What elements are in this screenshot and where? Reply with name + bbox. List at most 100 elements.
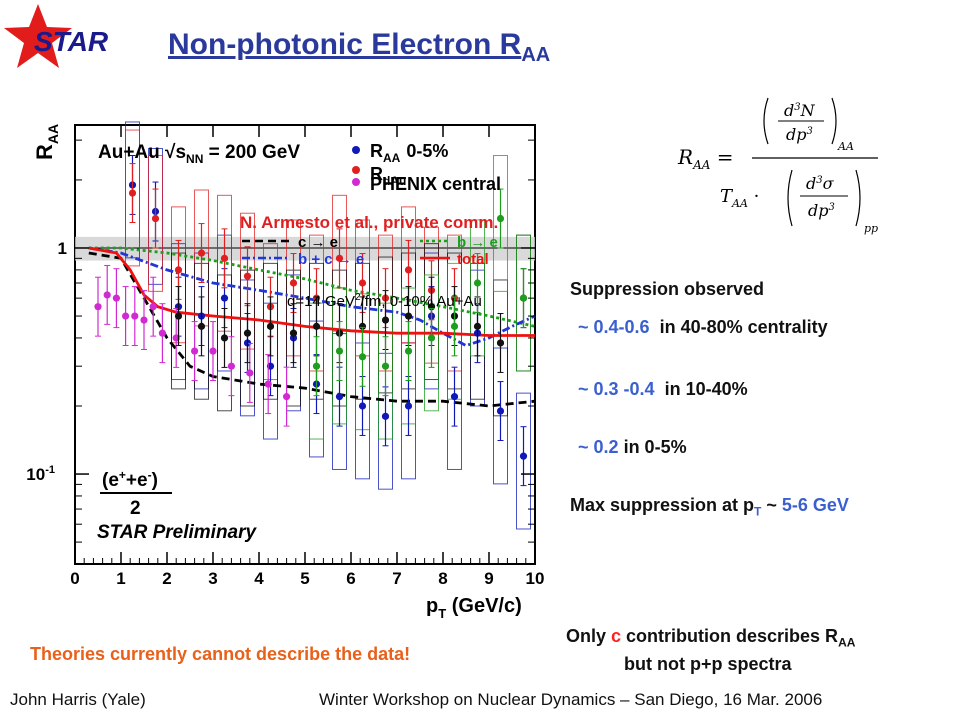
x-tick-label: 9: [484, 569, 493, 588]
data-point: [128, 189, 137, 197]
svg-text:dp3: dp3: [786, 125, 813, 144]
data-points-layer: [94, 155, 528, 487]
data-point: [335, 393, 344, 401]
data-point: [450, 322, 459, 330]
data-point: [220, 254, 229, 262]
system-label: Au+Au √sNN = 200 GeV: [98, 142, 300, 166]
data-point: [151, 214, 160, 223]
data-point: [404, 312, 413, 320]
syst-box: [148, 155, 163, 292]
theories-note: Theories currently cannot describe the d…: [30, 644, 411, 664]
suppression-line-2: ~ 0.3 -0.4 in 10-40%: [578, 379, 748, 399]
data-point: [283, 393, 291, 401]
data-point: [220, 334, 229, 342]
data-point: [197, 322, 206, 330]
syst-box: [516, 392, 531, 530]
star-preliminary-label: STAR Preliminary: [97, 522, 258, 543]
data-point: [191, 347, 199, 355]
data-point: [496, 339, 505, 347]
ratio-label: (e++e-) 2: [96, 458, 178, 519]
theory-curve: [88, 246, 536, 328]
theory-reference: N. Armesto et al., private comm.: [240, 213, 498, 232]
legend-marker-raa: [352, 146, 360, 154]
x-axis-label: pT (GeV/c): [426, 595, 522, 620]
data-point: [312, 362, 321, 370]
data-point: [381, 412, 390, 420]
data-point: [103, 291, 111, 299]
legend-label-rdau: RdAu: [370, 164, 406, 188]
data-point: [174, 312, 183, 320]
suppression-heading: Suppression observed: [570, 279, 765, 299]
data-point: [266, 322, 275, 330]
svg-text:RAA =: RAA =: [677, 145, 734, 172]
legend: RAA 0-5% RdAu PHENIX central: [352, 141, 501, 194]
theory-curves-layer: [88, 246, 536, 408]
x-tick-label: 10: [526, 569, 545, 588]
x-tick-label: 6: [346, 569, 355, 588]
svg-text:d3N: d3N: [784, 101, 816, 120]
axes-layer: 0 1 2 3 4 5 6 7 8 9 10 1 10-1: [26, 125, 544, 588]
syst-box: [263, 262, 278, 400]
legend-label-bc: b + c → e: [298, 251, 364, 268]
x-tick-label: 8: [438, 569, 447, 588]
theory-band: [75, 236, 535, 261]
data-point: [473, 279, 482, 287]
data-point: [94, 303, 102, 311]
theory-curve: [88, 251, 536, 408]
data-point: [243, 329, 252, 337]
data-point: [358, 279, 367, 287]
footer-event: Winter Workshop on Nuclear Dynamics – Sa…: [319, 690, 823, 709]
data-point: [112, 294, 120, 302]
data-point: [140, 316, 148, 324]
x-tick-label: 3: [208, 569, 217, 588]
footer-author: John Harris (Yale): [10, 690, 146, 709]
x-tick-label: 1: [116, 569, 125, 588]
data-point: [243, 272, 252, 280]
data-point: [450, 393, 459, 401]
svg-text:TAA ·: TAA ·: [720, 186, 759, 210]
data-point: [335, 347, 344, 355]
data-point: [381, 316, 390, 324]
star-logo-icon: [4, 4, 72, 68]
data-point: [496, 214, 505, 223]
x-tick-label: 5: [300, 569, 309, 588]
data-point: [227, 362, 235, 370]
data-point: [312, 322, 321, 330]
raa-chart: 0 1 2 3 4 5 6 7 8 9 10 1 10-1 RAA pT (GeV/c) Au+Au √…: [26, 121, 544, 620]
legend-label-phenix: PHENIX central: [370, 174, 501, 194]
suppression-line-1: ~ 0.4-0.6 in 40-80% centrality: [578, 317, 828, 337]
syst-box: [516, 234, 531, 372]
data-point: [220, 294, 229, 302]
data-point: [496, 407, 505, 415]
theory-band-layer: [75, 236, 535, 261]
data-point: [174, 266, 183, 274]
data-point: [381, 362, 390, 370]
y-tick-label: 10-1: [26, 464, 55, 484]
data-point: [264, 380, 272, 388]
data-point: [358, 322, 367, 330]
data-point: [519, 294, 528, 302]
svg-text:pp: pp: [864, 222, 878, 235]
svg-text:AA: AA: [837, 140, 854, 153]
data-point: [289, 279, 298, 287]
data-point: [358, 402, 367, 410]
syst-box: [493, 155, 508, 292]
data-point: [404, 266, 413, 274]
raa-formula: RAA = d3N dp3 AA TAA · d3σ dp3 pp: [677, 97, 878, 235]
star-logo-text: STAR: [34, 26, 109, 57]
svg-text:2: 2: [130, 498, 141, 519]
data-point: [473, 322, 482, 330]
y-tick-label: 1: [58, 239, 67, 258]
legend-label-total: total: [457, 251, 489, 268]
data-point: [209, 347, 217, 355]
data-point: [246, 369, 254, 377]
legend-label-c: c → e: [298, 234, 338, 251]
qhat-label: q=14 GeV2/fm, 0-10% Au+Au: [287, 292, 482, 310]
theory-curve: [88, 246, 535, 337]
theory-curve: [88, 246, 536, 348]
c-contribution-note: Only c contribution describes RAA: [566, 626, 856, 650]
legend-marker-phenix: [352, 178, 360, 186]
data-point: [404, 347, 413, 355]
x-tick-label: 7: [392, 569, 401, 588]
data-point: [358, 353, 367, 361]
